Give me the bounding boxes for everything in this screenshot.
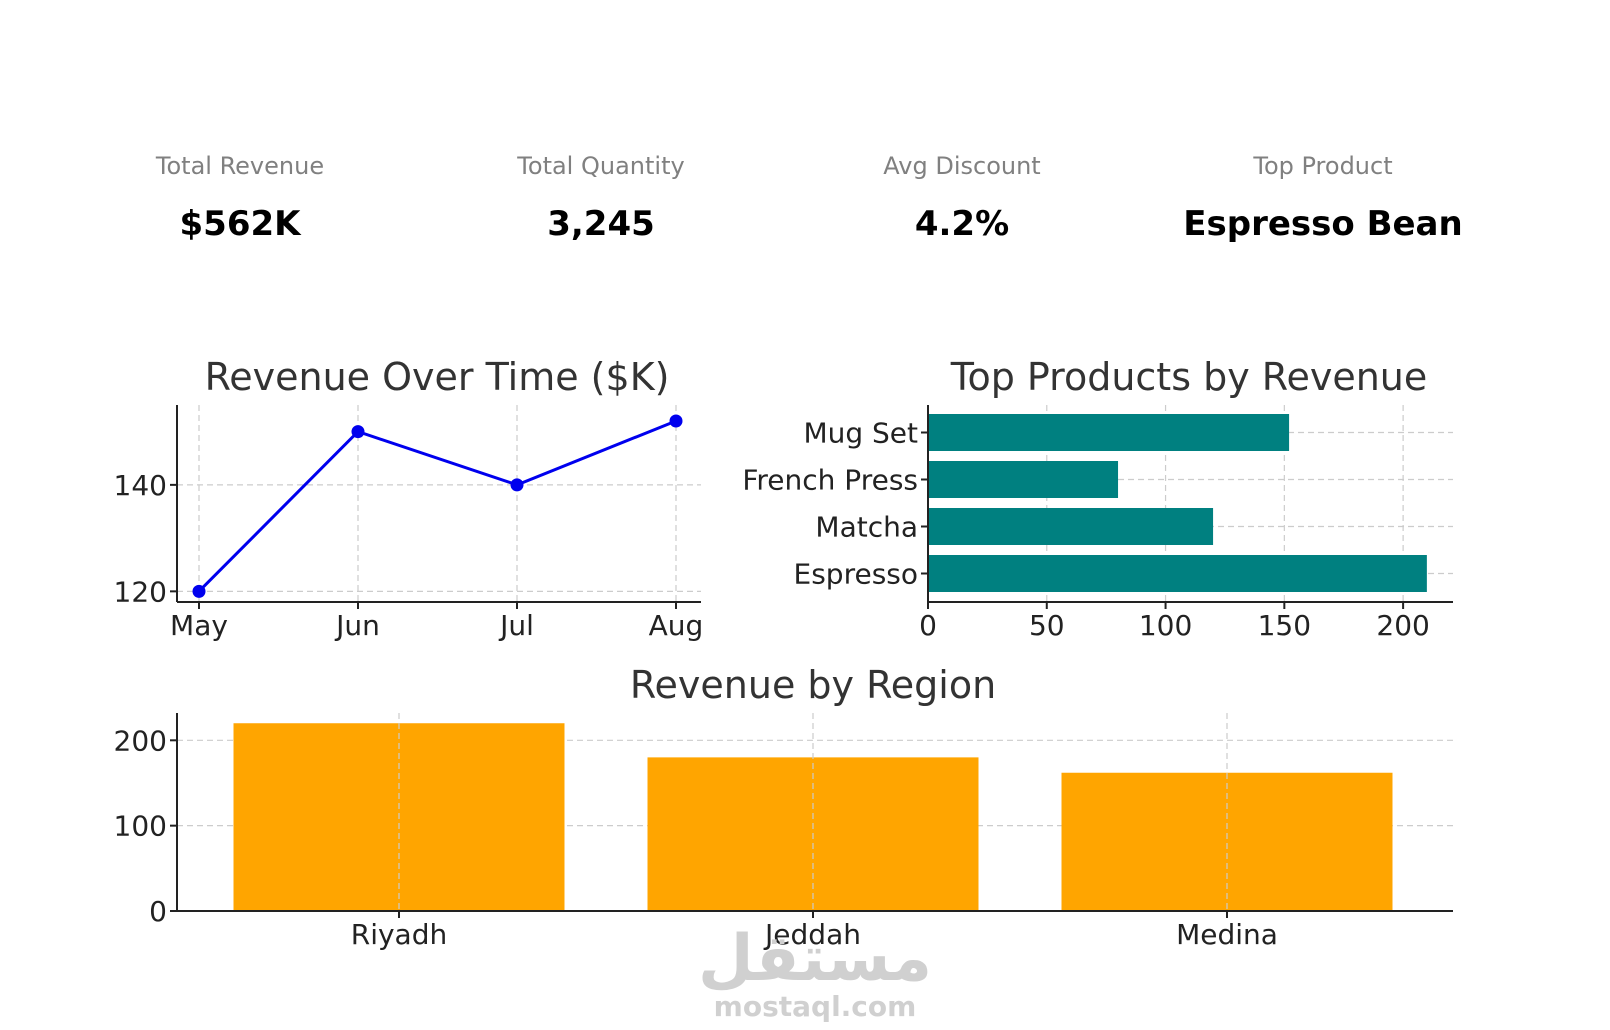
chart-title: Revenue by Region (630, 663, 996, 707)
x-tick-label: 150 (1258, 609, 1311, 642)
kpi-label: Top Product (1253, 152, 1393, 180)
data-point (192, 584, 206, 598)
data-point (510, 478, 524, 492)
chart-title: Top Products by Revenue (950, 355, 1428, 399)
kpi-top-product: Top Product Espresso Bean (1158, 152, 1488, 244)
watermark-logo: مستقل (698, 922, 932, 996)
kpi-value: 3,245 (547, 204, 655, 244)
x-tick-label: Riyadh (351, 918, 447, 951)
series-line (197, 419, 677, 593)
bar (928, 461, 1119, 498)
x-tick-label: 100 (1139, 609, 1192, 642)
data-point (669, 414, 683, 428)
y-tick-label: French Press (742, 464, 918, 497)
watermark: مستقل mostaql.com (698, 922, 932, 1023)
x-tick-label: 50 (1029, 609, 1065, 642)
kpi-label: Avg Discount (883, 152, 1041, 180)
kpi-avg-discount: Avg Discount 4.2% (797, 152, 1127, 244)
x-tick-label: Aug (649, 609, 704, 642)
revenue-over-time-chart: Revenue Over Time ($K) May Jun Jul Aug 120 14… (114, 355, 704, 642)
kpi-total-revenue: Total Revenue $562K (75, 152, 405, 244)
bar (928, 555, 1427, 592)
x-tick-label: Jun (334, 609, 380, 642)
watermark-text: mostaql.com (714, 990, 917, 1023)
y-tick-label: 200 (114, 724, 167, 757)
kpi-value: $562K (179, 204, 301, 244)
y-tick-label: Matcha (815, 511, 918, 544)
y-tick-label: Mug Set (803, 417, 918, 450)
kpi-value: 4.2% (914, 204, 1010, 244)
kpi-total-quantity: Total Quantity 3,245 (436, 152, 766, 244)
y-tick-label: 0 (149, 895, 167, 928)
data-point (351, 425, 365, 439)
x-tick-label: 200 (1376, 609, 1429, 642)
top-products-chart: Top Products by Revenue 0 50 100 150 200 Mug … (742, 355, 1453, 642)
kpi-label: Total Quantity (517, 152, 685, 180)
y-tick-label: 140 (114, 469, 167, 502)
x-tick-label: May (170, 609, 228, 642)
bar (928, 414, 1290, 451)
revenue-by-region-chart: Revenue by Region 0 100 200 Riyadh Jeddah Med… (114, 663, 1453, 951)
x-tick-label: Jeddah (763, 918, 861, 951)
x-tick-label: 0 (919, 609, 937, 642)
chart-title: Revenue Over Time ($K) (205, 355, 670, 399)
y-tick-label: 120 (114, 575, 167, 608)
y-tick-label: Espresso (794, 558, 918, 591)
bar (928, 508, 1214, 545)
kpi-value: Espresso Bean (1183, 204, 1463, 244)
x-tick-label: Jul (498, 609, 534, 642)
kpi-label: Total Revenue (155, 152, 325, 180)
y-tick-label: 100 (114, 810, 167, 843)
x-tick-label: Medina (1176, 918, 1278, 951)
